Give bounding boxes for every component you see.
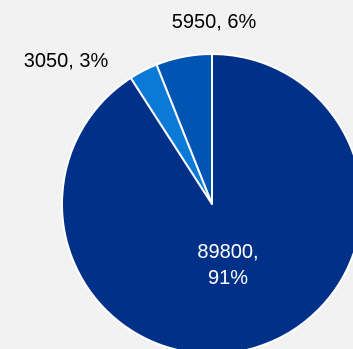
slice-label-0: 89800, [197,241,258,263]
slices-layer [61,53,353,349]
pie-slice-0 [61,53,353,349]
labels-layer: 89800, 91% 3050, 3% 5950, 6% [24,11,259,289]
pie-slice-2 [155,53,213,205]
slice-label-1: 3050, 3% [24,50,109,72]
slice-label-2: 5950, 6% [172,11,257,33]
slice-label-0-line2: 91% [208,267,248,289]
